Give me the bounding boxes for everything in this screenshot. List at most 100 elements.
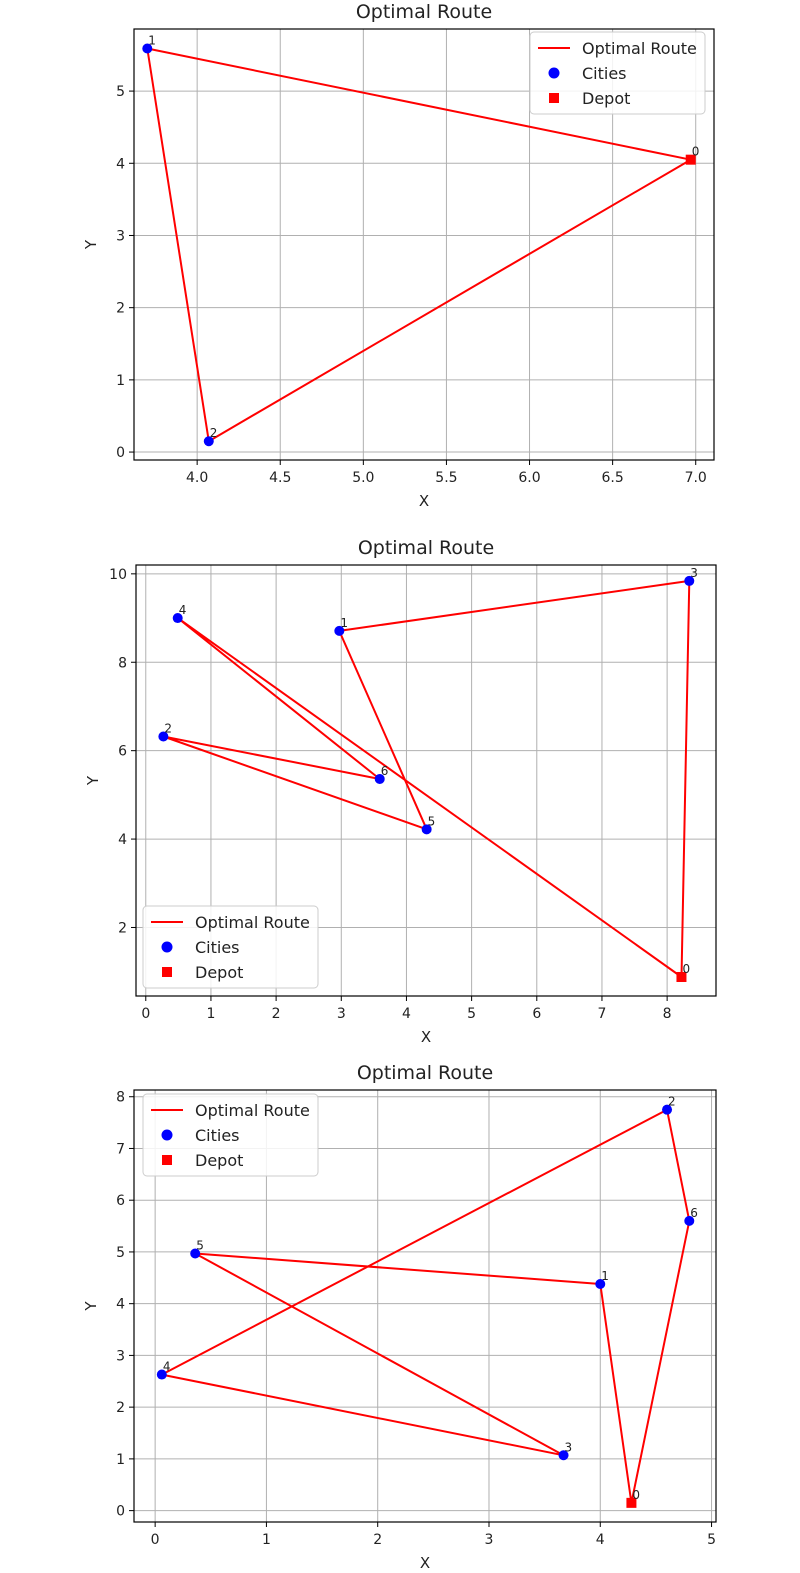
y-axis-label: Y: [84, 775, 102, 786]
legend: Optimal Route Cities Depot: [142, 905, 319, 989]
y-tick-label: 0: [116, 1504, 125, 1520]
legend-box: [529, 31, 706, 115]
chart-3: Optimal Route 0 1 2 3 4 5 0 1 2 3 4 5 6 7 8 X Y 1 2 3 4 5 6 0 Opt…: [82, 1062, 717, 1572]
city-label: 3: [690, 566, 698, 580]
city-label: 2: [210, 426, 218, 440]
city-point: [558, 1450, 569, 1461]
y-tick-label: 7: [116, 1141, 125, 1157]
depot-point: [685, 154, 696, 165]
route-line: [146, 47, 692, 443]
legend-cities-swatch: [548, 67, 560, 79]
city-label: 1: [340, 616, 348, 630]
y-tick-label: 10: [109, 567, 127, 583]
y-axis-label: Y: [82, 239, 100, 250]
x-tick-label: 7: [597, 1006, 606, 1022]
legend-cities-label: Cities: [195, 1126, 240, 1145]
route-line: [162, 579, 691, 978]
city-point: [190, 1248, 201, 1259]
chart-2: Optimal Route 0 1 2 3 4 5 6 7 8 2 4 6 8 10 X Y 1 2 3 4 5 6 0 Opt…: [84, 537, 717, 1046]
x-tick-label: 0: [141, 1006, 150, 1022]
city-label: 3: [565, 1440, 573, 1454]
x-tick-label: 6.0: [518, 470, 540, 486]
legend-route-label: Optimal Route: [195, 1101, 310, 1120]
x-tick-label: 6: [532, 1006, 541, 1022]
city-point: [172, 613, 183, 624]
x-tick-label: 2: [373, 1532, 382, 1548]
y-tick-label: 2: [116, 301, 125, 317]
depot-label: 0: [692, 145, 700, 159]
y-tick-label: 3: [116, 1348, 125, 1364]
depot-point: [676, 971, 687, 982]
x-tick-label: 6.5: [601, 470, 623, 486]
x-axis-label: X: [420, 1554, 430, 1572]
depot-point: [626, 1497, 637, 1508]
city-point: [374, 773, 385, 784]
city-point: [595, 1279, 606, 1290]
legend-depot-label: Depot: [195, 963, 243, 982]
y-tick-label: 4: [118, 832, 127, 848]
legend-route-label: Optimal Route: [195, 913, 310, 932]
x-tick-label: 5: [467, 1006, 476, 1022]
y-tick-label: 6: [116, 1193, 125, 1209]
city-label: 2: [164, 722, 172, 736]
city-label: 2: [668, 1095, 676, 1109]
y-tick-label: 1: [116, 1452, 125, 1468]
city-label: 1: [148, 33, 156, 47]
x-tick-label: 3: [485, 1532, 494, 1548]
legend-cities-swatch: [161, 1129, 173, 1141]
legend-depot-label: Depot: [195, 1151, 243, 1170]
y-tick-label: 5: [116, 1245, 125, 1261]
y-tick-label: 1: [116, 373, 125, 389]
x-tick-label: 5.0: [352, 470, 374, 486]
y-tick-label: 8: [116, 1090, 125, 1106]
plot-frame: [133, 1089, 717, 1523]
depot-label: 0: [632, 1488, 640, 1502]
legend-depot-label: Depot: [582, 89, 630, 108]
x-tick-label: 5.5: [435, 470, 457, 486]
depot-label: 0: [682, 962, 690, 976]
city-point: [684, 1215, 695, 1226]
legend-route-label: Optimal Route: [582, 39, 697, 58]
x-tick-label: 4.0: [186, 470, 208, 486]
y-tick-label: 8: [118, 655, 127, 671]
x-tick-label: 8: [663, 1006, 672, 1022]
city-point: [334, 625, 345, 636]
y-tick-label: 3: [116, 228, 125, 244]
legend-cities-label: Cities: [195, 938, 240, 957]
city-point: [421, 824, 432, 835]
x-axis-label: X: [419, 492, 429, 510]
city-label: 6: [690, 1206, 698, 1220]
x-tick-label: 0: [151, 1532, 160, 1548]
city-label: 6: [381, 764, 389, 778]
city-point: [203, 436, 214, 447]
city-label: 4: [163, 1360, 171, 1374]
chart-title: Optimal Route: [357, 1062, 493, 1084]
legend: Optimal Route Cities Depot: [142, 1093, 319, 1177]
x-tick-label: 5: [707, 1532, 716, 1548]
plot-frame: [135, 564, 717, 997]
city-point: [662, 1104, 673, 1115]
x-axis-label: X: [421, 1028, 431, 1046]
legend-depot-swatch: [162, 967, 172, 977]
legend-depot-swatch: [549, 93, 559, 103]
chart-1: Optimal Route 4.0 4.5 5.0 5.5 6.0 6.5 7.0 0 1 2 3 4 5…: [82, 1, 715, 510]
city-point: [156, 1369, 167, 1380]
y-tick-label: 4: [116, 156, 125, 172]
x-tick-label: 1: [262, 1532, 271, 1548]
x-tick-label: 2: [272, 1006, 281, 1022]
chart-title: Optimal Route: [358, 537, 494, 559]
y-tick-label: 0: [116, 445, 125, 461]
chart-title: Optimal Route: [356, 1, 492, 23]
x-tick-label: 3: [337, 1006, 346, 1022]
city-point: [158, 731, 169, 742]
legend-box: [142, 905, 319, 989]
legend-depot-swatch: [162, 1155, 172, 1165]
x-tick-label: 1: [206, 1006, 215, 1022]
city-label: 4: [179, 603, 187, 617]
city-label: 5: [196, 1238, 204, 1252]
x-tick-label: 4: [596, 1532, 605, 1548]
city-point: [684, 575, 695, 586]
y-tick-label: 4: [116, 1297, 125, 1313]
city-label: 1: [601, 1269, 609, 1283]
